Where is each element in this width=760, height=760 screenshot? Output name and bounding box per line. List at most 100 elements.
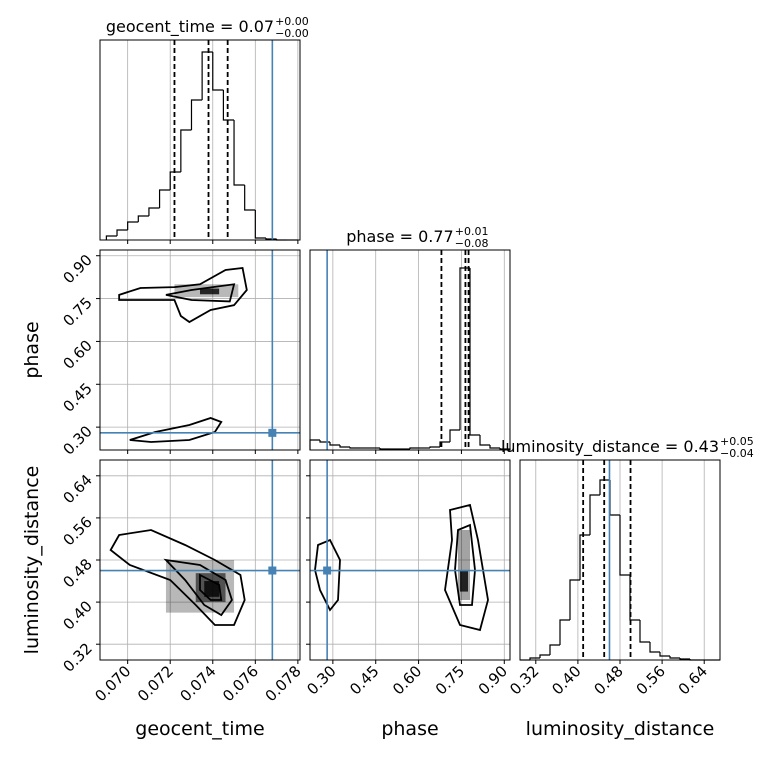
y-tick-label: 0.48 [59,555,95,591]
x-tick-label: 0.32 [506,662,542,698]
histogram-step [379,448,390,450]
histogram-step [349,447,360,449]
y-axis-label: luminosity_distance [21,466,43,655]
histogram-step [116,229,128,236]
histogram-step [639,620,650,643]
panel-frame [99,459,301,661]
contour [444,503,489,632]
x-tick-label: 0.078 [262,662,305,705]
panel-frame [309,459,511,661]
y-tick-label: 0.90 [59,251,95,287]
histogram-step [619,515,630,576]
histogram-step [329,442,340,446]
histogram-step [158,189,171,208]
x-tick-label: 0.074 [176,662,219,705]
histogram-step [489,445,500,449]
histogram-step [529,657,540,660]
histogram-step [449,429,460,442]
x-tick-label: 0.070 [91,662,134,705]
y-tick-label: 0.60 [59,337,95,373]
histogram-step [105,235,118,240]
x-tick-label: 0.75 [432,662,468,698]
y-tick-label: 0.40 [59,597,95,633]
contour [118,267,248,324]
y-tick-label: 0.64 [59,471,95,507]
histogram-step [539,654,550,658]
histogram-step [409,447,420,449]
contour [129,417,223,443]
panel-title: geocent_time = 0.07 [106,17,274,37]
title-minus: −0.04 [720,447,754,460]
x-tick-label: 0.48 [590,662,626,698]
y-tick-label: 0.30 [59,422,95,458]
y-tick-label: 0.32 [59,639,95,675]
histogram-step [127,221,139,230]
panel-title: luminosity_distance = 0.43 [501,437,719,457]
x-tick-label: 0.60 [389,662,425,698]
histogram-step [233,120,245,186]
y-tick-label: 0.75 [59,294,95,330]
y-tick-label: 0.45 [59,379,95,415]
x-tick-label: 0.90 [475,662,511,698]
histogram-step [180,129,192,172]
title-minus: −0.00 [275,27,309,40]
title-plus: +0.05 [720,435,754,448]
histogram-step [169,171,181,190]
title-text: luminosity_distance = 0.43 [501,437,719,457]
histogram-step [579,534,590,580]
truth-marker [268,428,277,437]
histogram-step [439,441,450,447]
x-axis-label: geocent_time [135,718,264,740]
panel [100,250,300,450]
x-tick-label: 0.56 [633,662,669,698]
histogram-step [254,210,266,239]
title-text: geocent_time = 0.07 [106,17,274,37]
y-tick-label: 0.56 [59,513,95,549]
title-plus: +0.01 [455,225,489,238]
title-plus: +0.00 [275,15,309,28]
x-axis-label: luminosity_distance [526,718,715,740]
x-tick-label: 0.45 [346,662,382,698]
histogram-step [190,99,203,130]
histogram-step [244,185,256,211]
panel-frame [519,459,721,661]
x-tick-label: 0.072 [134,662,177,705]
contour [109,529,246,626]
title-minus: −0.08 [455,237,489,250]
panel [100,40,300,240]
contour [165,283,236,303]
histogram-step [559,619,570,645]
histogram-step [469,268,480,436]
x-tick-label: 0.30 [303,662,339,698]
histogram-step [679,658,690,660]
x-tick-label: 0.076 [219,662,262,705]
histogram-step [589,494,600,535]
histogram-step [429,446,440,448]
x-tick-label: 0.40 [548,662,584,698]
histogram-step [479,435,490,446]
histogram-step [549,644,560,655]
histogram-step [569,579,580,620]
density-cell [200,288,220,295]
panel-frame [99,249,301,451]
contour [163,558,233,617]
panel [310,250,510,450]
panel-frame [99,39,301,241]
histogram-step [222,90,235,121]
histogram-step [599,479,610,495]
contour [314,538,341,612]
density-cell [460,570,468,592]
histogram-step [137,215,149,222]
panel-frame [309,249,511,451]
truth-marker [323,566,332,575]
panel-title: phase = 0.77 [346,227,453,246]
histogram-step [459,267,470,430]
contour [199,573,223,601]
truth-marker [268,566,277,575]
density-cell [204,581,220,597]
histogram-step [649,642,660,653]
histogram-step [148,207,160,216]
y-axis-label: phase [21,321,43,378]
histogram-step [339,445,350,448]
